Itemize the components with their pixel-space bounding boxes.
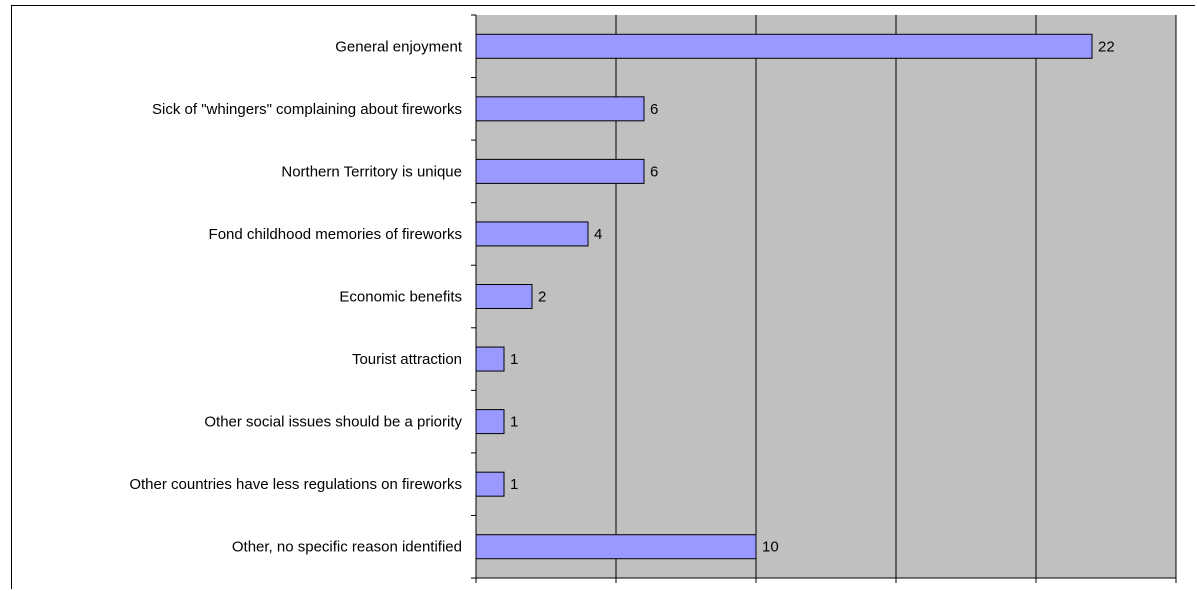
category-label: Northern Territory is unique xyxy=(281,163,462,180)
category-label: Other social issues should be a priority xyxy=(204,414,462,431)
bar xyxy=(475,534,757,560)
data-label: 22 xyxy=(1098,38,1115,55)
data-label: 4 xyxy=(594,226,602,243)
category-label: General enjoyment xyxy=(335,38,463,55)
data-label: 1 xyxy=(510,414,518,431)
data-label: 2 xyxy=(538,289,546,306)
category-label: Fond childhood memories of fireworks xyxy=(209,226,462,243)
bars xyxy=(475,33,1093,560)
data-label: 6 xyxy=(650,101,658,118)
category-label: Sick of "whingers" complaining about fir… xyxy=(152,101,462,118)
bar xyxy=(475,158,645,184)
x-tick-label: 5 xyxy=(612,588,620,591)
data-label: 1 xyxy=(510,351,518,368)
axes xyxy=(471,14,1177,583)
bar xyxy=(475,221,589,247)
bar xyxy=(475,33,1093,59)
x-tick-label: 25 xyxy=(1168,588,1185,591)
bar xyxy=(475,346,505,372)
category-label: Economic benefits xyxy=(339,289,462,306)
x-tick-label: 20 xyxy=(1028,588,1045,591)
bar xyxy=(475,409,505,435)
x-tick-label: 10 xyxy=(748,588,765,591)
chart-frame xyxy=(11,5,1195,589)
x-tick-label: 15 xyxy=(888,588,905,591)
labels: 0 5 10 15 20 25 General enjoyment 22 Sick of "wh… xyxy=(129,38,1184,591)
category-label: Other, no specific reason identified xyxy=(232,539,462,556)
bar xyxy=(475,284,533,309)
category-label: Other countries have less regulations on… xyxy=(129,476,462,493)
category-label: Tourist attraction xyxy=(352,351,462,368)
x-tick-label: 0 xyxy=(472,588,480,591)
bar xyxy=(475,471,505,497)
bar xyxy=(475,96,645,122)
data-label: 1 xyxy=(510,476,518,493)
data-label: 10 xyxy=(762,539,779,556)
data-label: 6 xyxy=(650,163,658,180)
